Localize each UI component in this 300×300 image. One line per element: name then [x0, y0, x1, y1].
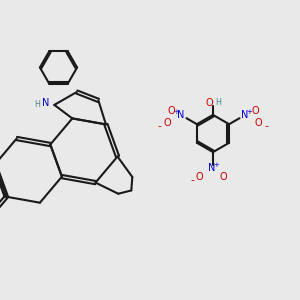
- Text: -: -: [158, 121, 161, 131]
- Text: +: +: [174, 109, 179, 115]
- Text: +: +: [247, 109, 252, 115]
- Text: -: -: [265, 121, 268, 131]
- Text: O: O: [220, 172, 227, 182]
- Text: -: -: [190, 175, 194, 185]
- Text: N: N: [177, 110, 185, 120]
- Text: +: +: [213, 162, 219, 168]
- Text: N: N: [42, 98, 50, 108]
- Text: N: N: [241, 110, 249, 120]
- Text: O: O: [196, 172, 203, 182]
- Text: O: O: [255, 118, 262, 128]
- Text: N: N: [208, 163, 215, 173]
- Text: O: O: [206, 98, 213, 108]
- Text: O: O: [167, 106, 175, 116]
- Text: H: H: [34, 100, 40, 109]
- Text: H: H: [215, 98, 221, 107]
- Text: O: O: [251, 106, 259, 116]
- Text: O: O: [164, 118, 171, 128]
